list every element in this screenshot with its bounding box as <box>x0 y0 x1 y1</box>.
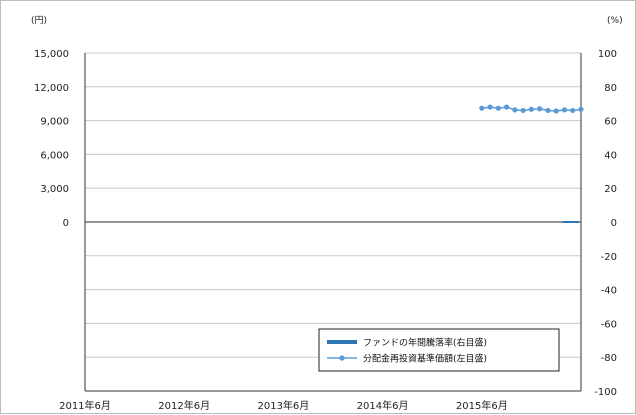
series-1-point-11 <box>570 107 576 114</box>
right-tick-label-1: 80 <box>604 83 617 94</box>
series-1-point-12 <box>578 106 584 112</box>
left-tick-label-1: 12,000 <box>34 83 69 94</box>
right-tick-label-0: 100 <box>598 49 617 60</box>
x-tick-label-1: 2012年6月 <box>158 399 210 412</box>
series-1-point-6 <box>528 106 535 112</box>
left-tick-label-3: 6,000 <box>40 150 69 161</box>
right-tick-label-4: 20 <box>604 184 617 195</box>
left-axis-unit: (円) <box>31 15 47 26</box>
left-tick-label-2: 9,000 <box>40 117 69 128</box>
series-1-point-2 <box>495 105 501 111</box>
series-1-point-10 <box>561 107 568 113</box>
series-1-point-9 <box>553 108 559 114</box>
x-tick-label-2: 2013年6月 <box>257 399 309 412</box>
right-tick-label-2: 60 <box>604 117 617 128</box>
series-1-point-7 <box>537 106 543 112</box>
right-axis-unit: (%) <box>607 16 623 26</box>
left-tick-label-4: 3,000 <box>40 184 69 195</box>
series-1-point-0 <box>479 105 485 111</box>
series-1-point-8 <box>545 107 551 114</box>
x-tick-label-4: 2015年6月 <box>456 399 508 412</box>
series-1-point-4 <box>512 107 518 113</box>
right-tick-label-3: 40 <box>604 150 617 161</box>
right-tick-label-9: -80 <box>601 353 617 364</box>
series-1-point-1 <box>487 104 493 110</box>
left-tick-label-0: 15,000 <box>34 49 69 60</box>
right-tick-label-5: 0 <box>611 218 617 229</box>
x-tick-label-3: 2014年6月 <box>357 399 409 412</box>
right-tick-label-7: -40 <box>601 286 617 297</box>
legend-label-0: ファンドの年間騰落率(右目盛) <box>363 337 487 349</box>
legend-label-1: 分配金再投資基準価額(左目盛) <box>363 353 487 365</box>
right-tick-label-8: -60 <box>601 319 617 330</box>
legend-box <box>318 328 560 372</box>
series-1-point-3 <box>504 104 510 110</box>
right-tick-label-6: -20 <box>601 252 617 263</box>
right-tick-label-10: -100 <box>594 387 617 398</box>
legend-marker-1 <box>339 355 345 361</box>
left-tick-label-5: 0 <box>63 218 69 229</box>
x-tick-label-0: 2011年6月 <box>59 399 111 412</box>
series-1-point-5 <box>520 107 526 114</box>
